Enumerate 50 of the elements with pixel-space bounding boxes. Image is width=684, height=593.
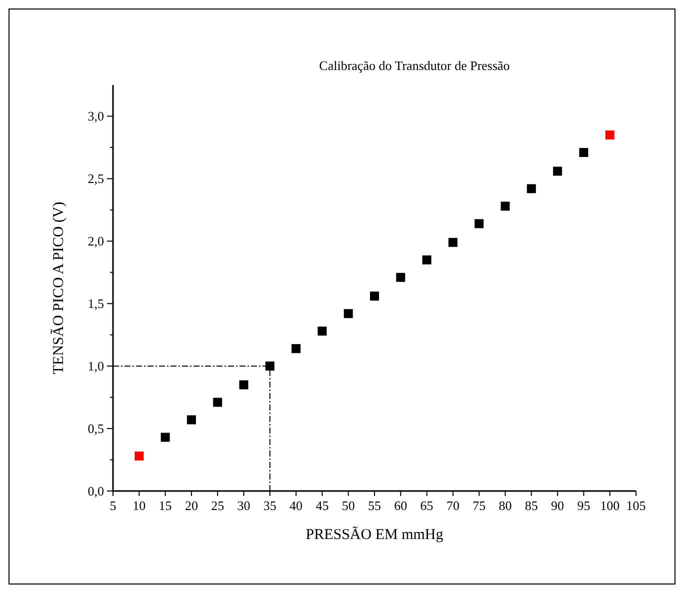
point [160, 432, 170, 442]
x-tick-label: 35 [263, 498, 276, 513]
point [553, 166, 562, 176]
x-tick-label: 30 [237, 498, 250, 513]
point [265, 362, 274, 371]
point [448, 238, 458, 247]
x-tick-label: 95 [577, 498, 590, 513]
x-tick-label: 75 [472, 498, 486, 513]
y-tick-label: 1,5 [88, 296, 104, 312]
y-tick-label: 2,5 [88, 171, 104, 186]
x-tick-label: 25 [211, 498, 224, 513]
point [186, 415, 196, 424]
x-tick-label: 10 [132, 498, 146, 513]
x-tick-label: 20 [184, 498, 198, 513]
point [396, 272, 406, 282]
point [370, 292, 379, 301]
x-tick-label: 100 [600, 498, 620, 513]
point [526, 184, 536, 194]
point [344, 309, 353, 318]
point [605, 130, 614, 140]
y-tick-label: 1,0 [88, 358, 104, 374]
point [134, 452, 144, 461]
x-tick-label: 40 [290, 498, 303, 513]
y-tick-label: 2,0 [88, 234, 104, 249]
y-axis-title: TENSÃO PICO A PICO (V) [50, 202, 67, 374]
point [292, 344, 301, 354]
x-tick-label: 45 [316, 498, 329, 513]
x-tick-label: 15 [158, 498, 172, 513]
y-tick-label: 0,0 [88, 484, 104, 498]
x-tick-label: 50 [342, 498, 355, 513]
point [239, 380, 248, 390]
x-tick-label: 65 [420, 498, 434, 513]
chart-title: Calibração do Transdutor de Pressão [319, 58, 510, 73]
y-tick-label: 0,5 [88, 421, 104, 436]
x-tick-label: 85 [524, 498, 538, 513]
point [474, 219, 484, 228]
x-tick-label: 70 [446, 498, 460, 513]
point [500, 202, 510, 211]
x-tick-label: 55 [368, 498, 381, 513]
x-tick-label: 90 [551, 498, 564, 513]
point [318, 326, 327, 336]
x-axis-title: PRESSÃO EM mmHg [306, 526, 444, 543]
x-tick-label: 80 [498, 498, 512, 513]
y-tick-label: 3,0 [88, 108, 104, 124]
point [422, 255, 432, 264]
point [213, 398, 222, 407]
x-tick-label: 60 [394, 498, 408, 513]
x-tick-label: 105 [626, 498, 646, 513]
point [579, 148, 588, 157]
x-tick-label: 5 [110, 498, 116, 513]
